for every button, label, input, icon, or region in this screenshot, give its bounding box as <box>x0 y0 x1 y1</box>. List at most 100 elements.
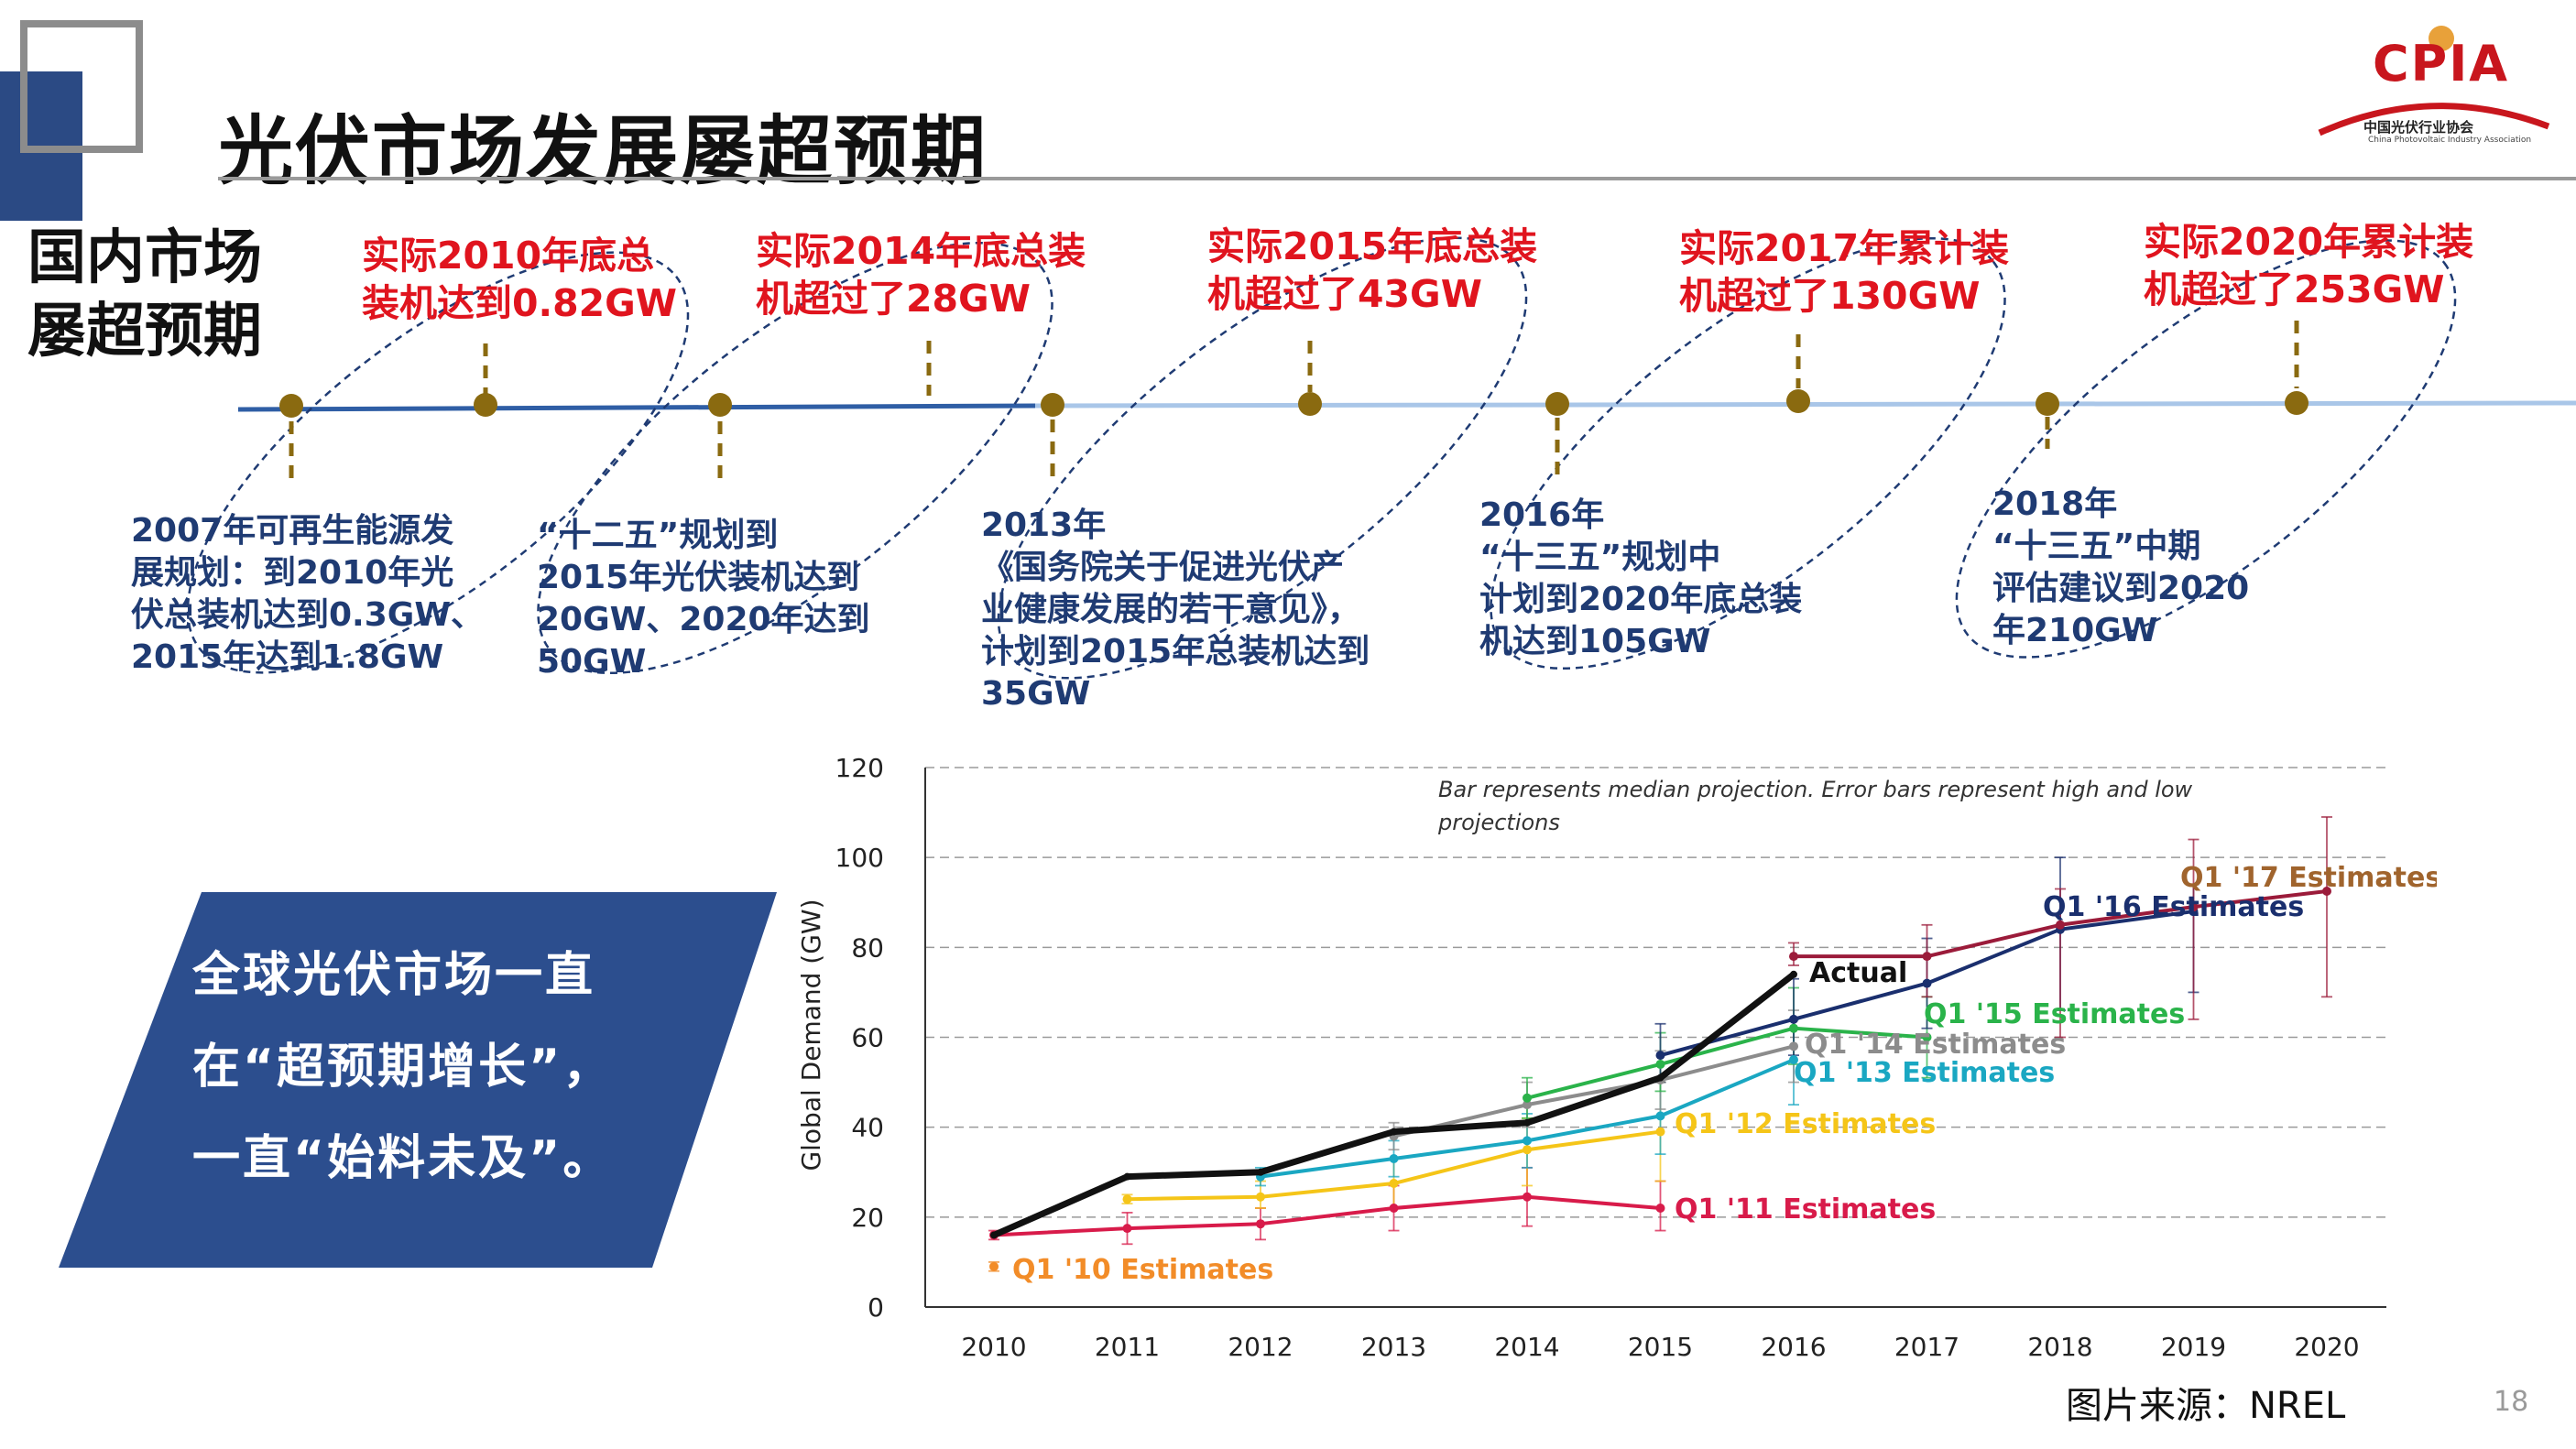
data-point-q1-15-estimates <box>1922 1032 1932 1042</box>
global-market-line: 全球光伏市场一直 <box>192 948 596 1003</box>
x-tick-label: 2014 <box>1494 1332 1559 1362</box>
data-point-actual <box>990 1231 998 1239</box>
series-line-q1-15-estimates <box>1526 1026 1927 1100</box>
timeline-node <box>1786 389 1810 413</box>
plan-note-2018: 2018年 “十三五”中期 评估建议到2020 年210GW <box>1992 484 2249 652</box>
page-number: 18 <box>2494 1386 2529 1418</box>
y-tick-label: 40 <box>851 1113 884 1143</box>
note-line: 机超过了28GW <box>756 277 1031 321</box>
data-point-q1-15-estimates <box>1789 1023 1798 1033</box>
note-line: 业健康发展的若干意见》， <box>981 591 1361 628</box>
series-label-q1-17: Q1 '17 Estimates <box>2180 862 2437 894</box>
note-line: 装机达到0.82GW <box>362 281 678 325</box>
y-tick-label: 120 <box>835 753 884 783</box>
data-point-q1-17-estimates <box>1922 952 1932 962</box>
data-point-actual <box>1123 1172 1131 1181</box>
side-heading-line: 屡超预期 <box>27 298 262 365</box>
actual-note-2020: 实际2020年累计装 机超过了253GW <box>2144 218 2473 313</box>
note-line: 伏总装机达到0.3GW、 <box>131 596 485 634</box>
timeline-node <box>2036 392 2059 416</box>
note-line: 2018年 <box>1992 485 2118 523</box>
data-point-q1-15-estimates <box>1655 1059 1665 1069</box>
series-line-q1-14-estimates <box>1393 1044 1795 1138</box>
series-label-q1-14: Q1 '14 Estimates <box>1805 1029 2066 1061</box>
note-line: 年210GW <box>1992 612 2158 649</box>
timeline-ellipse <box>997 236 1528 680</box>
logo-chinese-name: 中国光伏行业协会 <box>2363 119 2474 136</box>
note-line: 2015年光伏装机达到 <box>537 559 860 596</box>
data-point-q1-14-estimates <box>1523 1100 1532 1110</box>
page-title: 光伏市场发展屡超预期 <box>218 108 988 195</box>
series-label-q1-11: Q1 '11 Estimates <box>1675 1193 1936 1226</box>
note-line: 机达到105GW <box>1479 623 1711 660</box>
plan-note-12th-five-year: “十二五”规划到 2015年光伏装机达到 20GW、2020年达到 50GW <box>537 515 870 683</box>
data-point-q1-13-estimates <box>1655 1111 1665 1121</box>
cpia-logo <box>2318 26 2550 136</box>
note-line: 计划到2020年底总装 <box>1479 581 1803 618</box>
data-point-q1-11-estimates <box>1523 1192 1532 1202</box>
note-line: 20GW、2020年达到 <box>537 601 870 638</box>
note-line: 2013年 <box>981 507 1107 544</box>
data-point-q1-17-estimates <box>2322 886 2331 896</box>
series-label-q1-16: Q1 '16 Estimates <box>2043 891 2304 923</box>
x-tick-label: 2018 <box>2027 1332 2092 1362</box>
data-point-actual <box>1390 1128 1398 1136</box>
timeline-node <box>1298 392 1322 416</box>
logo-sun-icon <box>2429 26 2454 51</box>
data-point-q1-12-estimates <box>1122 1194 1132 1204</box>
plan-note-2007: 2007年可再生能源发 展规划：到2010年光 伏总装机达到0.3GW、 201… <box>131 510 484 679</box>
data-point-q1-10-estimates <box>989 1261 999 1271</box>
chart-annotation-line: Bar represents median projection. Error … <box>1438 777 2193 802</box>
data-point-q1-11-estimates <box>1389 1204 1399 1214</box>
note-line: 《国务院关于促进光伏产 <box>981 549 1345 586</box>
y-tick-label: 100 <box>835 843 884 873</box>
logo-english-name: China Photovoltaic Industry Association <box>2368 136 2532 145</box>
series-label-q1-15: Q1 '15 Estimates <box>1924 998 2185 1030</box>
note-line: 计划到2015年总装机达到 <box>981 633 1370 670</box>
data-point-actual <box>1257 1168 1264 1176</box>
plan-note-2016: 2016年 “十三五”规划中 计划到2020年底总装 机达到105GW <box>1479 495 1802 663</box>
data-point-q1-13-estimates <box>1389 1154 1399 1164</box>
timeline-ellipse <box>1955 239 2457 659</box>
global-market-line: 在“超预期增长”， <box>192 1040 614 1095</box>
x-tick-label: 2020 <box>2294 1332 2359 1362</box>
timeline-ellipse <box>186 251 690 674</box>
data-point-q1-16-estimates <box>1655 1051 1665 1061</box>
data-point-q1-14-estimates <box>1789 1041 1798 1051</box>
data-point-q1-12-estimates <box>1389 1179 1399 1189</box>
x-tick-label: 2012 <box>1228 1332 1293 1362</box>
actual-note-2010: 实际2010年底总 装机达到0.82GW <box>362 232 677 327</box>
timeline-node <box>1545 392 1569 416</box>
y-tick-label: 80 <box>851 932 884 963</box>
data-point-actual <box>1656 1073 1665 1082</box>
data-point-q1-16-estimates <box>1789 1014 1798 1024</box>
timeline-ellipse <box>1490 236 2006 670</box>
timeline-line-segment <box>237 403 1036 412</box>
data-point-q1-13-estimates <box>1523 1136 1532 1146</box>
note-line: 2007年可再生能源发 <box>131 512 454 550</box>
timeline-node <box>708 393 732 417</box>
chart-annotation-line: projections <box>1437 810 1560 835</box>
side-heading-line: 国内市场 <box>27 224 262 292</box>
data-point-q1-16-estimates <box>1922 978 1932 988</box>
note-line: 机超过了130GW <box>1679 274 1981 318</box>
global-market-box-shape <box>59 892 777 1268</box>
logo-arc-icon <box>2318 103 2550 136</box>
note-line: 展规划：到2010年光 <box>131 554 454 592</box>
data-point-actual <box>1523 1118 1531 1127</box>
note-line: 机超过了253GW <box>2144 267 2445 311</box>
series-label-q1-10: Q1 '10 Estimates <box>1012 1254 1273 1286</box>
timeline-node <box>1041 393 1064 417</box>
data-point-actual <box>1790 970 1797 978</box>
series-line-q1-11-estimates <box>993 1194 1661 1237</box>
x-tick-label: 2015 <box>1628 1332 1693 1362</box>
data-point-q1-11-estimates <box>1655 1204 1665 1214</box>
title-divider <box>218 177 2576 180</box>
actual-note-2014: 实际2014年底总装 机超过了28GW <box>756 227 1086 322</box>
decor-square-outline <box>20 20 143 153</box>
data-point-q1-13-estimates <box>1789 1055 1798 1065</box>
note-line: 机超过了43GW <box>1207 272 1482 316</box>
note-line: “十三五”中期 <box>1992 528 2201 565</box>
note-line: “十二五”规划到 <box>537 517 779 554</box>
note-line: 2016年 <box>1479 496 1605 534</box>
